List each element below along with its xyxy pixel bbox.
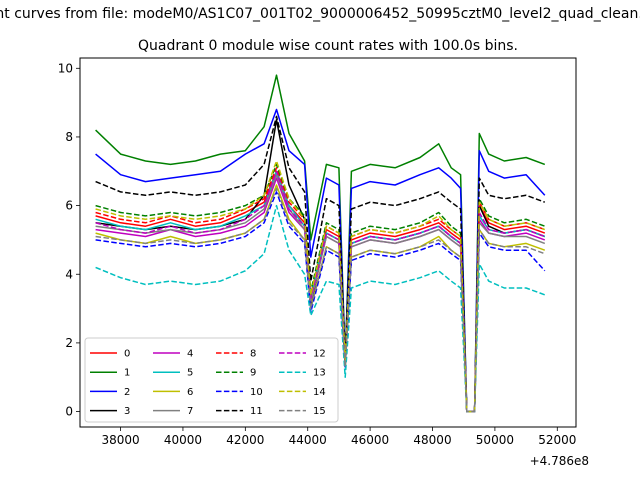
legend-label-4: 4	[187, 349, 193, 360]
x-tick-label: 46000	[351, 433, 389, 447]
y-tick-label: 4	[65, 267, 73, 281]
plot-area	[79, 57, 577, 428]
legend-label-14: 14	[313, 387, 326, 398]
y-tick-label: 8	[65, 130, 73, 144]
legend-label-5: 5	[187, 368, 193, 379]
x-tick-label: 40000	[164, 433, 202, 447]
legend-label-12: 12	[313, 349, 326, 360]
y-axis: 0 2 4 6 8 10	[58, 61, 80, 419]
legend-label-15: 15	[313, 406, 326, 417]
chart-title: Quadrant 0 module wise count rates with …	[138, 38, 518, 54]
y-tick-label: 0	[65, 405, 73, 419]
legend-label-2: 2	[124, 387, 130, 398]
x-tick-label: 52000	[538, 433, 576, 447]
figure-suptitle: Light curves from file: modeM0/AS1C07_00…	[0, 6, 640, 22]
series-layer	[95, 74, 546, 413]
series-line-15	[95, 187, 546, 413]
x-tick-label: 38000	[101, 433, 139, 447]
legend-label-11: 11	[250, 406, 263, 417]
legend-label-0: 0	[124, 349, 130, 360]
legend-frame	[84, 337, 339, 423]
y-tick-label: 2	[65, 336, 73, 350]
legend-label-13: 13	[313, 368, 326, 379]
y-tick-label: 10	[58, 61, 73, 75]
legend-label-9: 9	[250, 368, 256, 379]
x-tick-label: 48000	[413, 433, 451, 447]
plot-frame	[79, 57, 577, 428]
x-tick-label: 50000	[476, 433, 514, 447]
legend-label-7: 7	[187, 406, 193, 417]
x-tick-label: 44000	[289, 433, 327, 447]
x-axis: 38000 40000 42000 44000 46000 48000 50000 52000	[101, 427, 576, 447]
legend-label-3: 3	[124, 406, 130, 417]
legend-label-6: 6	[187, 387, 193, 398]
y-tick-label: 6	[65, 199, 73, 213]
x-offset-text: +4.786e8	[530, 454, 589, 468]
legend-label-1: 1	[124, 368, 130, 379]
legend-label-10: 10	[250, 387, 263, 398]
legend-label-8: 8	[250, 349, 256, 360]
x-tick-label: 42000	[226, 433, 264, 447]
